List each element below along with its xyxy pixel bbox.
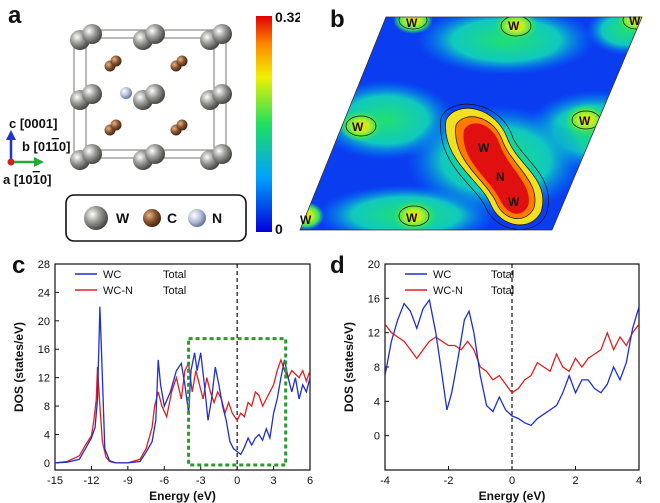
w-atoms — [70, 24, 232, 170]
legend-n-icon — [188, 209, 206, 227]
series-line-wc-n — [385, 323, 639, 394]
y-axis-label: DOS (states/eV) — [342, 322, 356, 412]
panel-d-label: d — [330, 252, 345, 279]
x-tick-label: 0 — [509, 475, 515, 487]
colorbar-max: 0.32 — [275, 9, 300, 25]
charge-density-map: W W W W W W N W W W — [299, 14, 643, 231]
atom-label-w8: W — [300, 213, 312, 227]
x-tick-label: -4 — [380, 475, 390, 487]
y-tick-label: 28 — [38, 259, 50, 271]
plot-frame — [54, 263, 311, 471]
panel-b: b — [296, 0, 660, 250]
legend-c-label: C — [167, 210, 177, 226]
colorbar — [256, 16, 272, 232]
x-tick-label: 0 — [234, 475, 240, 487]
atom-label-w5: W — [579, 114, 591, 128]
c-atoms — [104, 55, 188, 136]
x-tick-label: -6 — [159, 475, 169, 487]
y-tick-label: 16 — [38, 344, 50, 356]
x-tick-label: -2 — [444, 475, 454, 487]
y-tick-label: 20 — [38, 316, 50, 328]
series-line-wc — [55, 306, 310, 464]
atom-label-w9: W — [406, 211, 418, 225]
y-tick-label: 8 — [374, 362, 380, 374]
series-line-wc — [385, 298, 639, 427]
crystal-structure: c [0001] b [0110] a [1010] W C N — [3, 24, 247, 242]
y-tick-label: 12 — [368, 328, 380, 340]
y-tick-label: 8 — [44, 401, 50, 413]
legend-name-wc-n: WC-N — [433, 285, 463, 297]
legend-name-wc-n: WC-N — [103, 285, 133, 297]
legend-label-wc: Total — [491, 269, 514, 281]
x-tick-label: 3 — [271, 475, 277, 487]
panel-c: c -15 -12 -9 -6 -3 0 3 6 0 4 8 12 16 20 24 28 WC Total WC-… — [0, 250, 325, 503]
legend-name-wc: WC — [433, 269, 451, 281]
axis-c-label: c [0001] — [9, 116, 57, 131]
y-tick-label: 20 — [368, 259, 380, 271]
panel-d: d -4 -2 0 2 4 0 4 8 12 16 20 WC Total WC-N Total Energy… — [325, 250, 660, 503]
y-tick-label: 4 — [44, 429, 50, 441]
x-axis-label: Energy (eV) — [479, 489, 546, 503]
legend-label-wc-n: Total — [163, 285, 186, 297]
y-tick-label: 0 — [44, 458, 50, 470]
dos-chart-d: -4 -2 0 2 4 0 4 8 12 16 20 WC Total WC-N Total Energy (… — [342, 259, 642, 503]
atom-label-n: N — [496, 170, 505, 184]
axis-triad — [6, 130, 44, 167]
dos-chart-c: -15 -12 -9 -6 -3 0 3 6 0 4 8 12 16 20 24 28 WC Total WC-N T… — [12, 259, 313, 503]
panel-c-label: c — [12, 252, 26, 279]
panel-a: a — [0, 0, 258, 250]
atom-label-w3: W — [629, 14, 641, 28]
n-atom — [120, 87, 132, 99]
y-tick-label: 12 — [38, 373, 50, 385]
series-line-wc-n — [55, 357, 310, 464]
x-tick-label: -3 — [196, 475, 206, 487]
x-tick-label: 2 — [572, 475, 578, 487]
map-border — [299, 16, 643, 231]
legend-n-label: N — [212, 210, 222, 226]
axis-a-label: a [1010] — [3, 172, 51, 187]
y-axis-label: DOS (states/eV) — [12, 322, 26, 412]
legend-label-wc: Total — [163, 269, 186, 281]
axis-b-label: b [0110] — [22, 139, 70, 154]
y-tick-label: 16 — [368, 293, 380, 305]
atom-label-w7: W — [508, 195, 520, 209]
x-tick-label: -9 — [123, 475, 133, 487]
legend-w-icon — [84, 206, 108, 230]
legend-c-icon — [143, 209, 161, 227]
atom-label-w2: W — [508, 19, 520, 33]
x-tick-label: -12 — [83, 475, 99, 487]
x-axis-label: Energy (eV) — [149, 489, 216, 503]
x-tick-label: 6 — [307, 475, 313, 487]
y-tick-label: 24 — [38, 287, 50, 299]
x-tick-label: 4 — [636, 475, 642, 487]
y-tick-label: 4 — [374, 396, 380, 408]
panel-a-label: a — [8, 2, 22, 29]
colorbar-min: 0 — [275, 221, 283, 237]
y-tick-label: 0 — [374, 431, 380, 443]
atom-label-w6: W — [478, 141, 490, 155]
colorbar-area: 0.32 0 — [250, 0, 300, 250]
legend-label-wc-n: Total — [491, 285, 514, 297]
atom-label-w1: W — [406, 16, 418, 30]
legend-name-wc: WC — [103, 269, 121, 281]
x-tick-label: -15 — [47, 475, 63, 487]
legend-w-label: W — [116, 210, 130, 226]
panel-b-label: b — [330, 6, 345, 33]
atom-label-w4: W — [352, 120, 364, 134]
